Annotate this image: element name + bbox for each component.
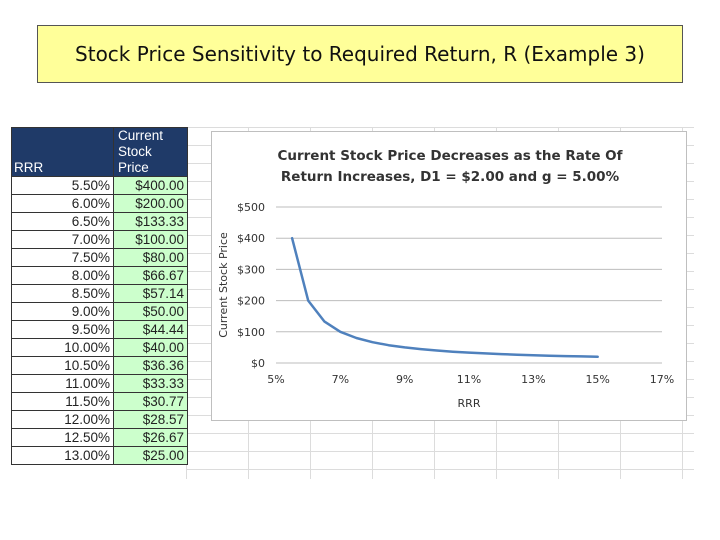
- rate-cell: 5.50%: [11, 176, 114, 195]
- table-row: 7.50% $80.00: [11, 248, 188, 267]
- rate-cell: 8.00%: [11, 266, 114, 285]
- x-tick-label: 9%: [396, 373, 413, 386]
- chart-title: Current Stock Price Decreases as the Rat…: [232, 146, 668, 188]
- table-row: 5.50% $400.00: [11, 176, 188, 195]
- price-cell: $40.00: [113, 338, 188, 357]
- price-cell: $36.36: [113, 356, 188, 375]
- table-row: 6.00% $200.00: [11, 194, 188, 213]
- y-axis-label: Current Stock Price: [217, 232, 230, 338]
- rate-cell: 6.00%: [11, 194, 114, 213]
- table-row: 13.00% $25.00: [11, 446, 188, 465]
- y-tick-label: $500: [237, 201, 265, 214]
- price-cell: $400.00: [113, 176, 188, 195]
- price-cell: $26.67: [113, 428, 188, 447]
- price-cell: $200.00: [113, 194, 188, 213]
- y-tick-label: $200: [237, 295, 265, 308]
- rate-cell: 12.00%: [11, 410, 114, 429]
- price-cell: $133.33: [113, 212, 188, 231]
- y-tick-label: $0: [251, 357, 265, 370]
- table-row: 7.00% $100.00: [11, 230, 188, 249]
- chart-title-line2: Return Increases, D1 = $2.00 and g = 5.0…: [280, 169, 620, 185]
- price-cell: $33.33: [113, 374, 188, 393]
- x-tick-label: 13%: [521, 373, 545, 386]
- price-cell: $28.57: [113, 410, 188, 429]
- chart-plot: $0 $100 $200 $300 $400 $500 5% 7% 9% 11% 13% 15% 17%…: [217, 201, 674, 410]
- rrr-price-table: RRR Current Stock Price 5.50% $400.00 6.00…: [11, 127, 188, 465]
- table-row: 8.00% $66.67: [11, 266, 188, 285]
- price-header-line2: Stock Price: [118, 144, 152, 175]
- table-row: 8.50% $57.14: [11, 284, 188, 303]
- rate-cell: 10.00%: [11, 338, 114, 357]
- x-tick-label: 17%: [650, 373, 674, 386]
- rate-cell: 9.00%: [11, 302, 114, 321]
- rate-cell: 12.50%: [11, 428, 114, 447]
- price-cell: $66.67: [113, 266, 188, 285]
- table-row: 9.00% $50.00: [11, 302, 188, 321]
- price-cell: $50.00: [113, 302, 188, 321]
- price-series-line: [290, 236, 599, 359]
- rate-cell: 7.50%: [11, 248, 114, 267]
- price-cell: $100.00: [113, 230, 188, 249]
- price-cell: $30.77: [113, 392, 188, 411]
- price-cell: $80.00: [113, 248, 188, 267]
- table-row: 6.50% $133.33: [11, 212, 188, 231]
- table-row: 10.50% $36.36: [11, 356, 188, 375]
- x-tick-label: 11%: [457, 373, 481, 386]
- price-cell: $57.14: [113, 284, 188, 303]
- table-row: 10.00% $40.00: [11, 338, 188, 357]
- rate-cell: 9.50%: [11, 320, 114, 339]
- table-body: 5.50% $400.00 6.00% $200.00 6.50% $133.33 7.00…: [11, 176, 188, 465]
- rate-cell: 10.50%: [11, 356, 114, 375]
- y-tick-label: $300: [237, 263, 265, 276]
- rate-cell: 8.50%: [11, 284, 114, 303]
- rate-cell: 11.00%: [11, 374, 114, 393]
- table-row: 11.50% $30.77: [11, 392, 188, 411]
- chart-title-line1: Current Stock Price Decreases as the Rat…: [277, 148, 623, 164]
- x-axis-label: RRR: [458, 397, 481, 410]
- price-chart: Current Stock Price Decreases as the Rat…: [211, 131, 687, 421]
- price-cell: $44.44: [113, 320, 188, 339]
- table-row: 12.50% $26.67: [11, 428, 188, 447]
- price-column-header: Current Stock Price: [113, 127, 188, 177]
- y-tick-label: $400: [237, 232, 265, 245]
- rate-column-header: RRR: [11, 127, 114, 177]
- rate-cell: 7.00%: [11, 230, 114, 249]
- x-tick-label: 5%: [267, 373, 284, 386]
- slide-title: Stock Price Sensitivity to Required Retu…: [37, 25, 683, 83]
- rate-cell: 11.50%: [11, 392, 114, 411]
- price-header-line1: Current: [118, 128, 164, 143]
- table-row: 9.50% $44.44: [11, 320, 188, 339]
- y-tick-label: $100: [237, 326, 265, 339]
- table-row: 12.00% $28.57: [11, 410, 188, 429]
- x-tick-label: 15%: [585, 373, 609, 386]
- rate-cell: 13.00%: [11, 446, 114, 465]
- table-row: 11.00% $33.33: [11, 374, 188, 393]
- x-tick-label: 7%: [332, 373, 349, 386]
- price-cell: $25.00: [113, 446, 188, 465]
- rate-cell: 6.50%: [11, 212, 114, 231]
